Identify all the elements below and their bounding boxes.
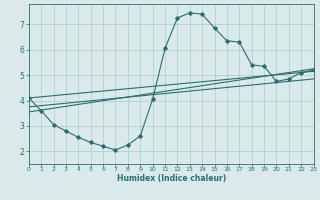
X-axis label: Humidex (Indice chaleur): Humidex (Indice chaleur) — [116, 174, 226, 183]
